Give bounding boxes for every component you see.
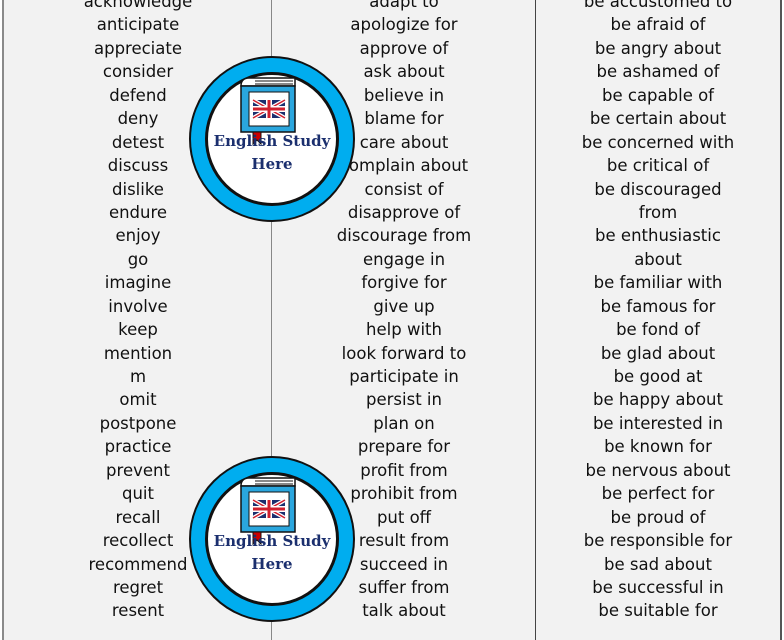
word-entry: adapt to xyxy=(369,0,439,11)
word-entry: practice xyxy=(104,437,172,457)
book-flag-icon xyxy=(240,477,296,546)
word-entry: about xyxy=(634,249,682,269)
word-entry: defend xyxy=(109,85,167,105)
word-entry: consider xyxy=(102,62,174,82)
word-entry: detest xyxy=(111,132,165,152)
word-entry: be discouraged xyxy=(594,179,722,199)
word-entry: omit xyxy=(119,390,157,410)
word-entry: approve of xyxy=(359,38,449,58)
column-divider xyxy=(535,0,536,640)
word-entry: complain about xyxy=(339,156,469,176)
word-entry: from xyxy=(638,202,678,222)
word-entry: dislike xyxy=(112,179,164,199)
word-entry: consist of xyxy=(364,179,444,199)
word-entry: persist in xyxy=(366,390,442,410)
word-entry: be known for xyxy=(604,437,712,457)
word-entry: discuss xyxy=(107,156,169,176)
logo-text-line1: English Study xyxy=(213,132,331,150)
word-entry: give up xyxy=(373,296,435,316)
word-entry: be famous for xyxy=(600,296,716,316)
logo-text-line2: Here xyxy=(251,155,293,173)
word-entry: blame for xyxy=(364,109,444,129)
column-verb-prepositions: adapt to apologize for approve of ask about… xyxy=(304,0,504,623)
word-entry: suffer from xyxy=(358,577,450,597)
word-entry: acknowledge xyxy=(83,0,193,11)
word-entry: m xyxy=(129,367,147,386)
word-entry: succeed in xyxy=(359,554,449,574)
word-entry: be interested in xyxy=(592,413,724,433)
word-entry: be ashamed of xyxy=(596,62,720,82)
word-entry: be certain about xyxy=(589,109,727,129)
word-entry: care about xyxy=(359,132,449,152)
word-entry: prevent xyxy=(106,460,170,480)
word-entry: go xyxy=(127,249,149,269)
column-divider xyxy=(271,0,272,640)
word-entry: be enthusiastic xyxy=(595,226,721,246)
word-entry: engage in xyxy=(362,249,446,269)
word-entry: resent xyxy=(111,601,165,621)
word-entry: recall xyxy=(115,507,161,527)
logo-badge: English Study Here xyxy=(189,56,355,222)
word-entry: be concerned with xyxy=(581,132,735,152)
word-entry: be accustomed to xyxy=(583,0,733,11)
word-entry: quit xyxy=(122,484,154,504)
word-entry: recollect xyxy=(102,531,174,551)
word-entry: imagine xyxy=(104,273,172,293)
word-entry: enjoy xyxy=(115,226,161,246)
logo-text-line2: Here xyxy=(251,555,293,573)
word-entry: postpone xyxy=(99,413,177,433)
word-entry: prepare for xyxy=(357,437,451,457)
word-entry: prohibit from xyxy=(350,484,458,504)
word-entry: recommend xyxy=(88,554,188,574)
word-entry: appreciate xyxy=(93,38,183,58)
word-entry: anticipate xyxy=(96,15,180,35)
word-entry: result from xyxy=(358,531,450,551)
word-entry: plan on xyxy=(373,413,435,433)
word-entry: put off xyxy=(376,507,432,527)
word-entry: be afraid of xyxy=(610,15,706,35)
word-entry: endure xyxy=(108,202,168,222)
word-entry: help with xyxy=(366,320,442,340)
word-entry: profit from xyxy=(360,460,448,480)
word-entry: be critical of xyxy=(606,156,710,176)
word-entry: mention xyxy=(103,343,173,363)
book-flag-icon xyxy=(240,77,296,146)
word-entry: disapprove of xyxy=(347,202,461,222)
word-entry: discourage from xyxy=(336,226,472,246)
word-entry: talk about xyxy=(362,601,446,621)
word-entry: be perfect for xyxy=(601,484,715,504)
word-entry: believe in xyxy=(363,85,445,105)
word-entry: be glad about xyxy=(600,343,716,363)
word-entry: be successful in xyxy=(592,577,724,597)
word-entry: look forward to xyxy=(341,343,467,363)
word-entry: be responsible for xyxy=(583,531,733,551)
word-entry: be fond of xyxy=(616,320,700,340)
word-entry: be nervous about xyxy=(585,460,731,480)
word-entry: participate in xyxy=(349,367,459,386)
word-entry: be capable of xyxy=(602,85,714,105)
word-entry: be familiar with xyxy=(593,273,723,293)
logo-badge: English Study Here xyxy=(189,456,355,622)
word-entry: be good at xyxy=(613,367,703,386)
logo-text-line1: English Study xyxy=(213,532,331,550)
word-entry: ask about xyxy=(363,62,445,82)
word-entry: be angry about xyxy=(594,38,722,58)
word-entry: deny xyxy=(117,109,159,129)
word-entry: be sad about xyxy=(604,554,712,574)
word-entry: be happy about xyxy=(592,390,723,410)
word-entry: regret xyxy=(112,577,164,597)
word-entry: be proud of xyxy=(610,507,706,527)
word-entry: forgive for xyxy=(361,273,447,293)
word-entry: keep xyxy=(118,320,158,340)
column-verbs: acknowledge anticipate appreciate consider d… xyxy=(38,0,238,623)
column-adjective-prepositions: be accustomed to be afraid of be angry abo… xyxy=(558,0,758,623)
word-entry: involve xyxy=(108,296,168,316)
word-entry: apologize for xyxy=(350,15,458,35)
word-entry: be suitable for xyxy=(598,601,718,621)
